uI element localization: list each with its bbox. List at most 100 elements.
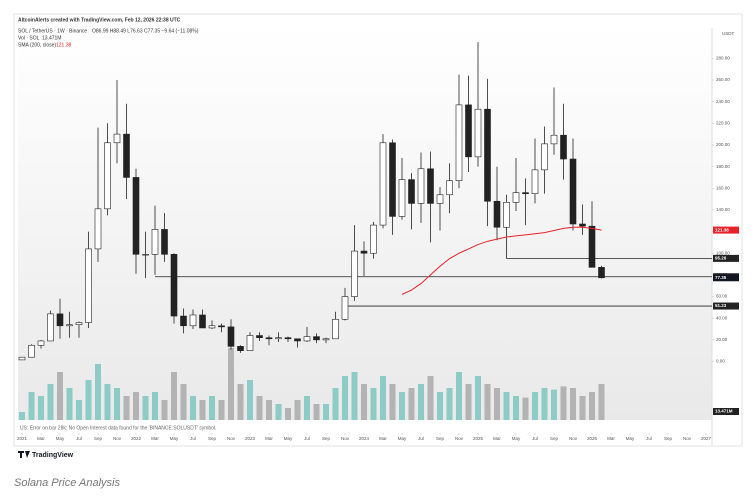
candle-body (313, 336, 320, 341)
x-tick-label: Jul (646, 436, 652, 441)
y-tick-label: 240.00 (716, 99, 730, 104)
volume-bar (551, 389, 557, 420)
x-tick-label: 2021 (17, 436, 28, 441)
x-tick-label: Sep (550, 436, 559, 441)
volume-bar (503, 392, 510, 420)
volume-bar (209, 396, 215, 420)
candle-body (170, 254, 178, 317)
volume-bar (76, 400, 82, 420)
volume-bar (114, 388, 120, 420)
volume-bar (133, 392, 139, 420)
caption: Solana Price Analysis (14, 477, 120, 489)
x-tick-label: 2025 (473, 436, 484, 441)
y-tick-label: 140.00 (716, 207, 730, 212)
candle-body (237, 346, 244, 351)
volume-bar (256, 396, 263, 420)
candle-body (294, 338, 301, 342)
brand-logo (18, 451, 30, 458)
volume-bar (161, 400, 168, 420)
candle-body (417, 168, 425, 204)
candle-body (66, 324, 73, 327)
y-tick-label: 180.00 (716, 164, 730, 169)
volume-bar (589, 392, 595, 420)
candle-body (37, 340, 45, 346)
candle-body (28, 344, 35, 358)
volume-bar (437, 392, 443, 420)
volume-bar (85, 380, 92, 420)
candle-body (579, 223, 586, 227)
volume-bar (275, 404, 282, 420)
candle-body (199, 314, 206, 329)
volume-bar (418, 384, 424, 420)
y-tick-label: 220.00 (716, 120, 730, 125)
volume-bar (399, 392, 405, 420)
volume-bar (228, 348, 234, 420)
x-tick-label: May (626, 436, 635, 441)
x-tick-label: Mar (607, 436, 615, 441)
volume-bar (218, 400, 225, 420)
candle-body (569, 158, 577, 225)
sma-line (401, 226, 602, 295)
volume-bar (380, 376, 386, 420)
volume-bar (598, 384, 605, 420)
volume-bar (370, 388, 377, 420)
candle-body (512, 192, 520, 203)
volume-bar (28, 392, 35, 420)
volume-bar (123, 396, 130, 420)
candle-body (332, 318, 339, 340)
candle-body (531, 169, 539, 194)
y-tick-label: 60.00 (716, 294, 728, 299)
volume-bar (152, 392, 158, 420)
candle-body (379, 142, 387, 226)
x-tick-label: Sep (322, 436, 331, 441)
x-tick-label: Jul (76, 436, 82, 441)
y-tick-label: 0.00 (716, 359, 725, 364)
y-tick-label: 200.00 (716, 142, 730, 147)
y-tick-label: 260.00 (716, 77, 730, 82)
candle-body (75, 322, 83, 326)
x-tick-label: May (170, 436, 179, 441)
volume-bar (142, 396, 149, 420)
candle-body (113, 133, 121, 144)
x-tick-label: May (56, 436, 65, 441)
candle-body (522, 192, 529, 194)
x-tick-label: 2026 (587, 436, 598, 441)
candle-body (427, 168, 434, 204)
sma-legend-value: 121.38 (56, 42, 72, 48)
candle-body (132, 177, 140, 255)
candle-body (189, 314, 197, 327)
candle-body (227, 326, 235, 347)
x-tick-label: Sep (208, 436, 217, 441)
candle-body (322, 338, 330, 341)
volume-bar (342, 376, 348, 420)
candle-body (208, 325, 216, 329)
level-price-label-box (713, 302, 739, 310)
volume-bar (389, 384, 396, 420)
volume-bar (361, 384, 367, 420)
volume-bar (171, 372, 177, 420)
volume-bar (484, 384, 491, 420)
candle-body (455, 104, 463, 181)
x-tick-label: 2023 (245, 436, 256, 441)
volume-bar (304, 396, 310, 420)
level-price-label: 51.23 (715, 303, 727, 308)
y-tick-label: 160.00 (716, 185, 730, 190)
volume-bar (47, 384, 54, 420)
current-price-label: 77.35 (715, 275, 727, 280)
volume-bar (95, 364, 101, 420)
x-tick-label: Mar (379, 436, 387, 441)
volume-value-box (713, 408, 739, 415)
candle-body (123, 133, 130, 178)
symbol-title: SOL / TetherUS · 1W · Binance (18, 28, 87, 34)
x-tick-label: May (284, 436, 293, 441)
volume-bar (190, 396, 196, 420)
candle-body (303, 336, 311, 342)
brand: TradingView (32, 452, 74, 459)
y-tick-label: 100.00 (716, 250, 730, 255)
volume-bar (570, 388, 576, 420)
candle-body (550, 134, 558, 145)
unit: USDT (722, 31, 735, 36)
volume-bar (104, 384, 111, 420)
candle-body (541, 143, 548, 171)
